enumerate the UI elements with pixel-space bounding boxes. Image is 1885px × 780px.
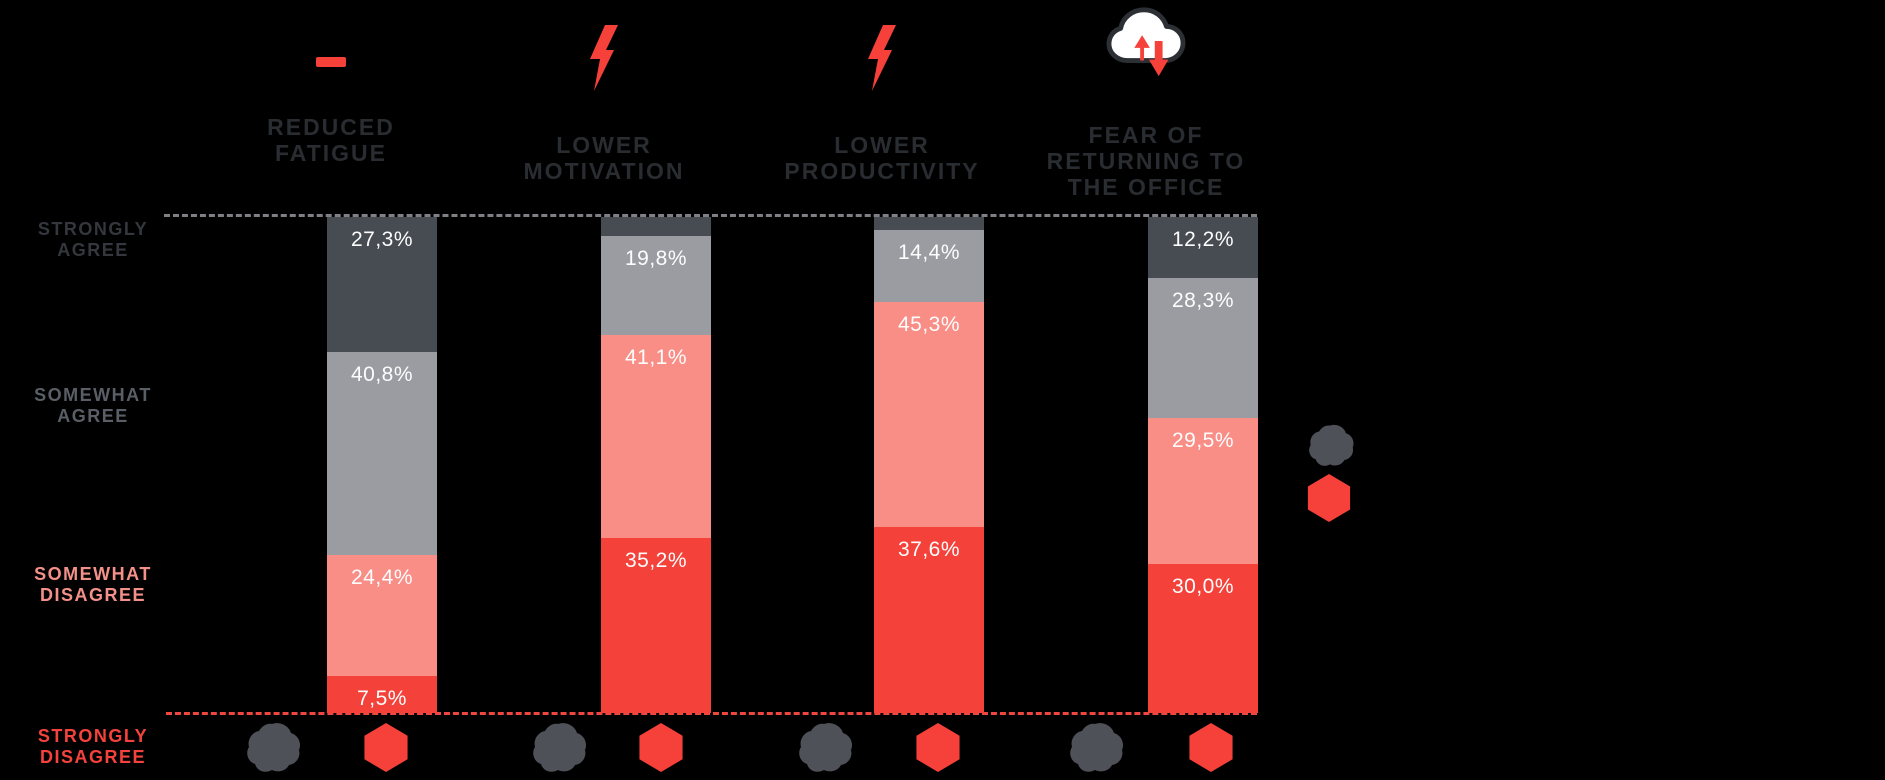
lightning-icon (590, 25, 618, 91)
minus-glyph (316, 57, 346, 67)
bar-segment: 7,5% (327, 675, 437, 713)
stacked-bar: 14,4% 45,3% 37,6% (874, 217, 984, 713)
lightning-icon-box (589, 25, 619, 91)
minus-icon (316, 57, 346, 67)
row-label: STRONGLY DISAGREE (3, 726, 183, 768)
segment-value-label: 37,6% (897, 537, 961, 561)
category-title-line: FATIGUE (275, 140, 387, 166)
hexagon-icon-box (916, 723, 960, 772)
bar-segment: 41,1% (601, 334, 711, 539)
bar-segment: 29,5% (1148, 417, 1258, 565)
bar-segment: 19,8% (601, 236, 711, 335)
bar-segment: 14,4% (874, 230, 984, 302)
legend-hexagon-icon-box (1307, 474, 1351, 522)
row-label: SOMEWHAT DISAGREE (3, 564, 183, 606)
category-title: REDUCED FATIGUE (171, 114, 491, 166)
bar-segment (601, 217, 711, 237)
blob-icon (1070, 723, 1123, 772)
hexagon-icon-box (1189, 723, 1233, 772)
category-title-line: MOTIVATION (523, 158, 685, 184)
segment-value-label: 30,0% (1171, 575, 1235, 599)
category-title: LOWER MOTIVATION (444, 132, 764, 184)
row-label-line: SOMEWHAT (34, 385, 152, 405)
bar-segment (874, 217, 984, 231)
category-title-line: LOWER (834, 132, 930, 158)
blob-icon (533, 723, 586, 772)
category-title-line: FEAR OF (1088, 122, 1204, 148)
segment-value-label: 40,8% (350, 363, 414, 387)
category-title-line: RETURNING TO (1046, 148, 1246, 174)
up-arrow-icon (1134, 35, 1150, 61)
row-label-line: SOMEWHAT (34, 564, 152, 584)
row-label-line: DISAGREE (39, 747, 147, 767)
bar-segment: 24,4% (327, 554, 437, 676)
hexagon-icon (364, 723, 408, 772)
segment-value-label: 19,8% (624, 247, 688, 271)
segment-value-label: 35,2% (624, 549, 688, 573)
down-arrow-icon (1148, 41, 1169, 77)
category-title: LOWER PRODUCTIVITY (722, 132, 1042, 184)
segment-value-label: 12,2% (1171, 228, 1235, 251)
row-label: SOMEWHAT AGREE (3, 385, 183, 427)
segment-value-label: 41,1% (624, 345, 688, 369)
category-title: FEAR OF RETURNING TO THE OFFICE (986, 122, 1306, 200)
hexagon-icon (1307, 474, 1351, 522)
bottom-reference-line (166, 712, 1257, 715)
category-title-line: PRODUCTIVITY (784, 158, 980, 184)
blob-icon-box (1067, 722, 1123, 772)
blob-icon-box (796, 722, 852, 772)
segment-value-label: 29,5% (1171, 428, 1235, 452)
cloud-up-down-arrows-icon (1106, 7, 1186, 77)
row-label-line: AGREE (57, 240, 129, 260)
row-label-line: STRONGLY (37, 726, 149, 746)
bar-segment: 28,3% (1148, 277, 1258, 418)
hexagon-icon (639, 723, 683, 772)
row-label: STRONGLY AGREE (3, 219, 183, 261)
blob-icon (799, 723, 852, 772)
bar-segment: 27,3% (327, 217, 437, 353)
bar-segment: 45,3% (874, 301, 984, 527)
lightning-icon (868, 25, 896, 91)
top-reference-line (164, 214, 1257, 217)
legend-blob-icon-box (1304, 424, 1356, 466)
row-label-line: STRONGLY (37, 219, 149, 239)
segment-value-label: 27,3% (350, 228, 414, 251)
hexagon-icon (1189, 723, 1233, 772)
row-label-line: AGREE (57, 406, 129, 426)
hexagon-icon-box (639, 723, 683, 772)
hexagon-icon (916, 723, 960, 772)
category-title-line: THE OFFICE (1067, 174, 1225, 200)
category-title-line: LOWER (556, 132, 652, 158)
blob-icon-box (244, 722, 300, 772)
hexagon-icon-box (364, 723, 408, 772)
segment-value-label: 45,3% (897, 312, 961, 336)
bar-segment: 30,0% (1148, 564, 1258, 713)
bar-segment: 37,6% (874, 526, 984, 713)
segment-value-label: 7,5% (357, 686, 407, 710)
bar-segment: 35,2% (601, 538, 711, 713)
segment-value-label: 24,4% (350, 565, 414, 589)
segment-value-label: 28,3% (1171, 288, 1235, 312)
stacked-bar: 27,3% 40,8% 24,4% 7,5% (327, 217, 437, 713)
stacked-bar: 19,8% 41,1% 35,2% (601, 217, 711, 713)
row-label-line: DISAGREE (39, 585, 147, 605)
blob-icon-box (530, 722, 586, 772)
category-title-line: REDUCED (267, 114, 395, 140)
bar-segment: 40,8% (327, 352, 437, 555)
blob-icon (247, 723, 300, 772)
blob-icon (1309, 424, 1354, 466)
stacked-bar: 12,2% 28,3% 29,5% 30,0% (1148, 217, 1258, 713)
cloud-icon-box (1103, 4, 1189, 82)
segment-value-label: 14,4% (897, 241, 961, 265)
lightning-icon-box (867, 25, 897, 91)
bar-segment: 12,2% (1148, 217, 1258, 278)
